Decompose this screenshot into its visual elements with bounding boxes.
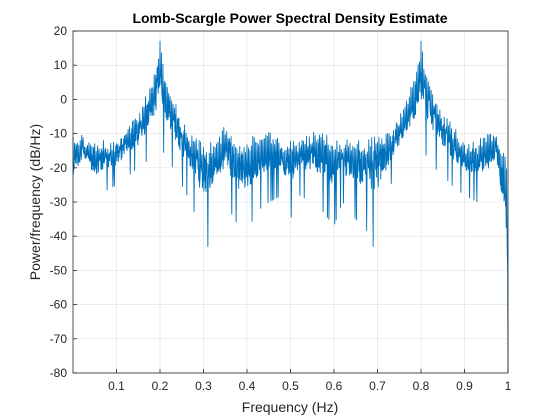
y-tick-label: -80	[50, 366, 68, 380]
x-tick-label: 0.5	[282, 379, 299, 393]
y-tick-label: 20	[54, 24, 68, 38]
y-axis-label: Power/frequency (dB/Hz)	[27, 124, 43, 280]
x-tick-label: 0.6	[326, 379, 343, 393]
x-tick-label: 1	[505, 379, 512, 393]
x-tick-label: 0.4	[239, 379, 256, 393]
y-tick-label: 10	[54, 58, 68, 72]
x-tick-label: 0.8	[413, 379, 430, 393]
y-tick-label: -60	[50, 298, 68, 312]
x-tick-label: 0.7	[369, 379, 386, 393]
x-axis-label: Frequency (Hz)	[242, 399, 338, 415]
ticks	[73, 30, 509, 374]
x-tick-label: 0.1	[108, 379, 125, 393]
y-tick-label: -40	[50, 229, 68, 243]
y-tick-label: -50	[50, 263, 68, 277]
y-tick-label: -20	[50, 161, 68, 175]
chart-title: Lomb-Scargle Power Spectral Density Esti…	[132, 10, 447, 26]
y-tick-label: -10	[50, 127, 68, 141]
x-tick-label: 0.3	[195, 379, 212, 393]
psd-line	[72, 40, 509, 374]
x-tick-label: 0.2	[152, 379, 169, 393]
y-tick-label: -70	[50, 332, 68, 346]
y-tick-label: -30	[50, 195, 68, 209]
tick-labels: 0.1 0.2 0.3 0.4 0.5 0.6 0.7 0.8 0.9 1 -80 -70 -60 -50…	[50, 24, 512, 393]
x-tick-label: 0.9	[456, 379, 473, 393]
y-tick-label: 0	[60, 92, 67, 106]
